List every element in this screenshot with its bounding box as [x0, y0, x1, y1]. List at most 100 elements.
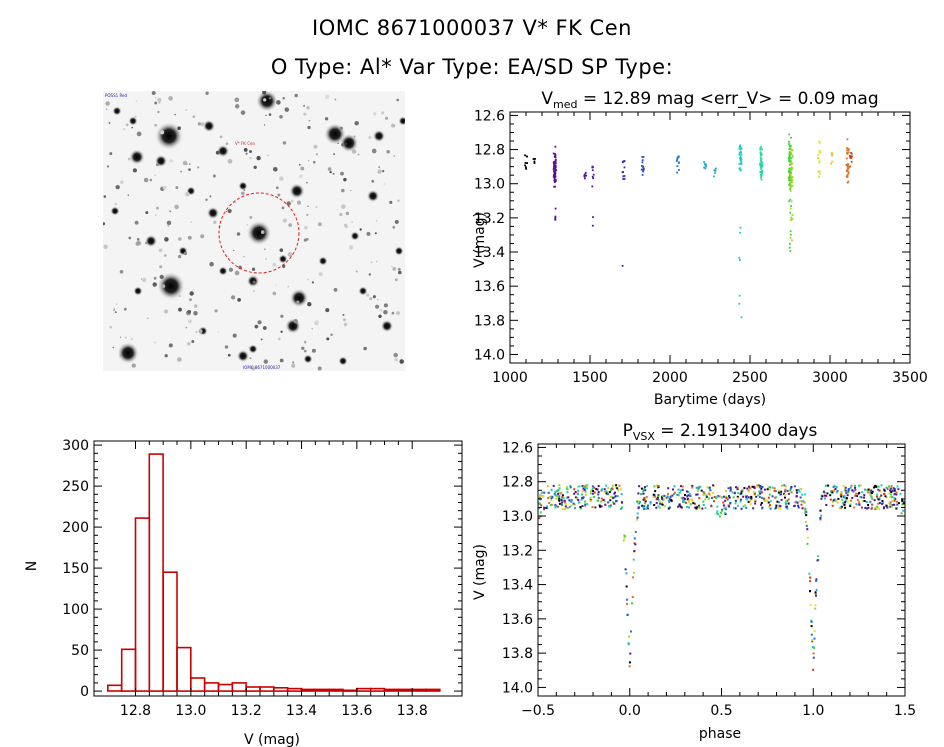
phased-point [683, 498, 686, 500]
star-dot [279, 358, 284, 363]
star-dot [191, 340, 195, 343]
phased-point [687, 490, 690, 493]
lightcurve-point [789, 183, 792, 186]
phased-point [821, 495, 824, 498]
phased-point [633, 537, 636, 540]
lightcurve-point [788, 179, 790, 182]
phased-point [569, 485, 572, 487]
star-dot [103, 222, 106, 226]
histogram-bar [134, 517, 151, 692]
phased-point [722, 501, 725, 504]
phased-point [891, 500, 894, 502]
phased-point [745, 497, 748, 500]
phased-point [667, 507, 670, 510]
y-tick-label: 14.0 [502, 680, 533, 696]
phased-point [605, 490, 608, 493]
phased-point [620, 507, 623, 510]
star-dot [164, 354, 168, 358]
phased-point [763, 499, 766, 502]
lightcurve-point [790, 205, 792, 207]
lightcurve-point [641, 161, 644, 164]
phased-point [804, 501, 807, 504]
phased-point [897, 488, 900, 491]
phased-point [603, 490, 606, 493]
phased-point [781, 484, 783, 487]
phased-point [697, 488, 700, 491]
lightcurve-point [818, 161, 821, 164]
star-dot [264, 248, 266, 250]
lightcurve-point [789, 237, 792, 239]
phased-point [735, 486, 737, 489]
star-dot [307, 159, 310, 162]
star-dot [140, 278, 143, 280]
phased-point [584, 504, 587, 507]
star-dot [164, 237, 169, 242]
phased-point [539, 498, 542, 501]
lightcurve-point [789, 163, 792, 165]
phased-point [876, 495, 878, 498]
phased-point [687, 494, 690, 497]
phased-point [566, 496, 569, 499]
lightcurve-point [760, 153, 763, 156]
y-tick-label: 250 [62, 479, 89, 495]
star-dot [205, 91, 209, 95]
lightcurve-point [524, 164, 526, 167]
phased-point [734, 499, 737, 502]
phased-point [767, 486, 770, 489]
star-dot [317, 366, 322, 371]
lightcurve-point [554, 174, 556, 176]
phased-point [555, 505, 558, 507]
phased-point [652, 496, 655, 498]
phased-point [626, 598, 629, 601]
histogram-ylabel: N [24, 561, 40, 571]
phased-point [673, 493, 675, 495]
x-tick-label: 13.8 [397, 703, 428, 719]
star-dot [348, 245, 354, 250]
phased-point [581, 505, 584, 508]
star-dot [215, 150, 220, 155]
star-dot [263, 273, 265, 275]
lightcurve-point [641, 159, 644, 161]
phased-point [867, 506, 870, 509]
star-blob [112, 106, 122, 116]
star-dot [136, 131, 142, 137]
phased-point [729, 488, 732, 491]
star-dot [128, 236, 132, 240]
phased-title: PVSX = 2.1913400 days [623, 421, 818, 443]
phased-point [780, 490, 783, 493]
phased-point [696, 493, 699, 496]
star-dot [232, 333, 237, 338]
phased-point [591, 506, 594, 509]
star-dot [154, 101, 158, 105]
phased-point [843, 496, 846, 499]
star-dot [136, 238, 140, 241]
star-dot [380, 111, 385, 115]
star-blob [372, 129, 386, 143]
lightcurve-point [847, 148, 850, 150]
phased-point [642, 490, 645, 493]
lightcurve-point [790, 166, 793, 169]
lightcurve-point [703, 161, 705, 163]
star-dot [106, 165, 110, 168]
phased-point [665, 496, 668, 499]
star-dot [158, 101, 161, 104]
star-blob [216, 144, 230, 158]
phased-point [612, 497, 615, 500]
phased-point [696, 505, 699, 508]
phased-point [589, 498, 592, 501]
phased-point [597, 493, 600, 496]
phased-point [740, 507, 743, 510]
star-dot [304, 225, 308, 230]
phased-point [847, 488, 850, 490]
star-dot [397, 270, 402, 275]
star-dot [113, 309, 115, 311]
star-dot [182, 160, 188, 166]
lightcurve-point [790, 200, 793, 203]
lightcurve-point [789, 188, 791, 191]
star-dot [213, 220, 217, 224]
lightcurve-point [739, 156, 742, 158]
lightcurve-point [623, 175, 626, 177]
star-dot [105, 108, 108, 111]
phased-point [785, 502, 787, 505]
phased-point [846, 494, 849, 497]
